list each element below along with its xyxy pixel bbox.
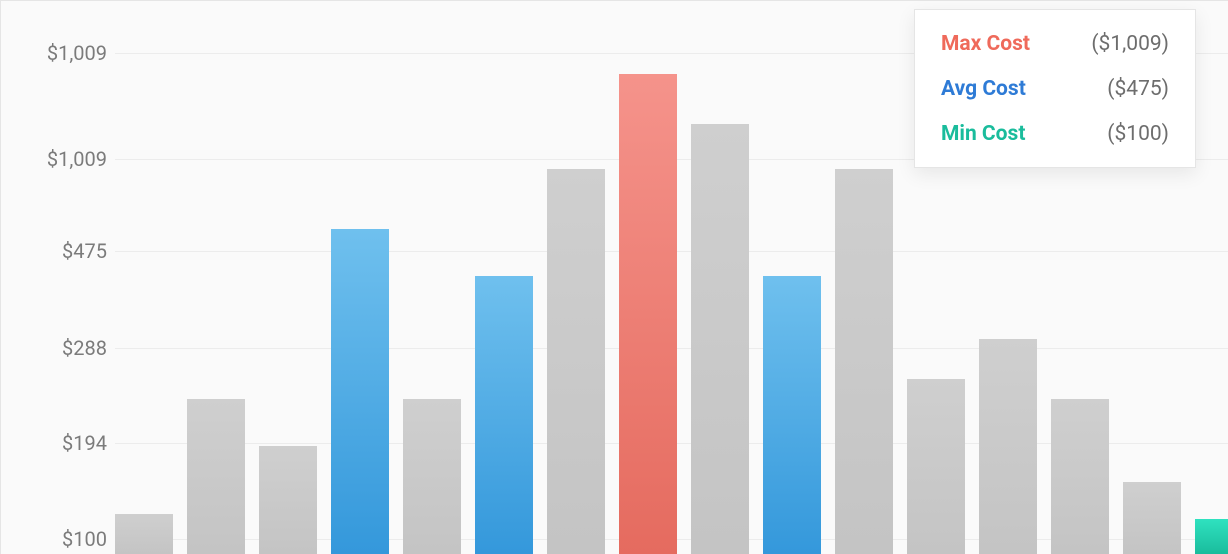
cost-bar-chart: $1,009 $1,009 $475 $288 $194 $100 Max Co… <box>0 0 1228 554</box>
y-tick-label: $1,009 <box>1 41 107 65</box>
bar <box>907 379 965 554</box>
legend-row-min: Min Cost ($100) <box>941 124 1169 145</box>
y-tick-label: $194 <box>1 431 107 455</box>
bar <box>1123 482 1181 554</box>
legend-value-max: ($1,009) <box>1091 34 1169 55</box>
y-tick-label: $475 <box>1 239 107 263</box>
legend-label-avg: Avg Cost <box>941 79 1026 100</box>
legend-value-avg: ($475) <box>1107 79 1169 100</box>
bar <box>691 124 749 554</box>
bar <box>403 399 461 554</box>
y-tick-label: $100 <box>1 527 107 551</box>
y-tick-label: $288 <box>1 336 107 360</box>
bar <box>187 399 245 554</box>
bar <box>835 169 893 554</box>
bar <box>259 446 317 554</box>
bar <box>1195 519 1228 554</box>
bar <box>1051 399 1109 554</box>
legend-label-max: Max Cost <box>941 34 1030 55</box>
legend-row-avg: Avg Cost ($475) <box>941 79 1169 100</box>
bar <box>475 276 533 554</box>
bar <box>619 74 677 554</box>
bar <box>979 339 1037 554</box>
y-tick-label: $1,009 <box>1 147 107 171</box>
bar <box>547 169 605 554</box>
cost-legend-card: Max Cost ($1,009) Avg Cost ($475) Min Co… <box>914 9 1196 168</box>
bar <box>763 276 821 554</box>
legend-value-min: ($100) <box>1107 124 1169 145</box>
bar <box>115 514 173 554</box>
legend-row-max: Max Cost ($1,009) <box>941 34 1169 55</box>
legend-label-min: Min Cost <box>941 124 1025 145</box>
bar <box>331 229 389 554</box>
